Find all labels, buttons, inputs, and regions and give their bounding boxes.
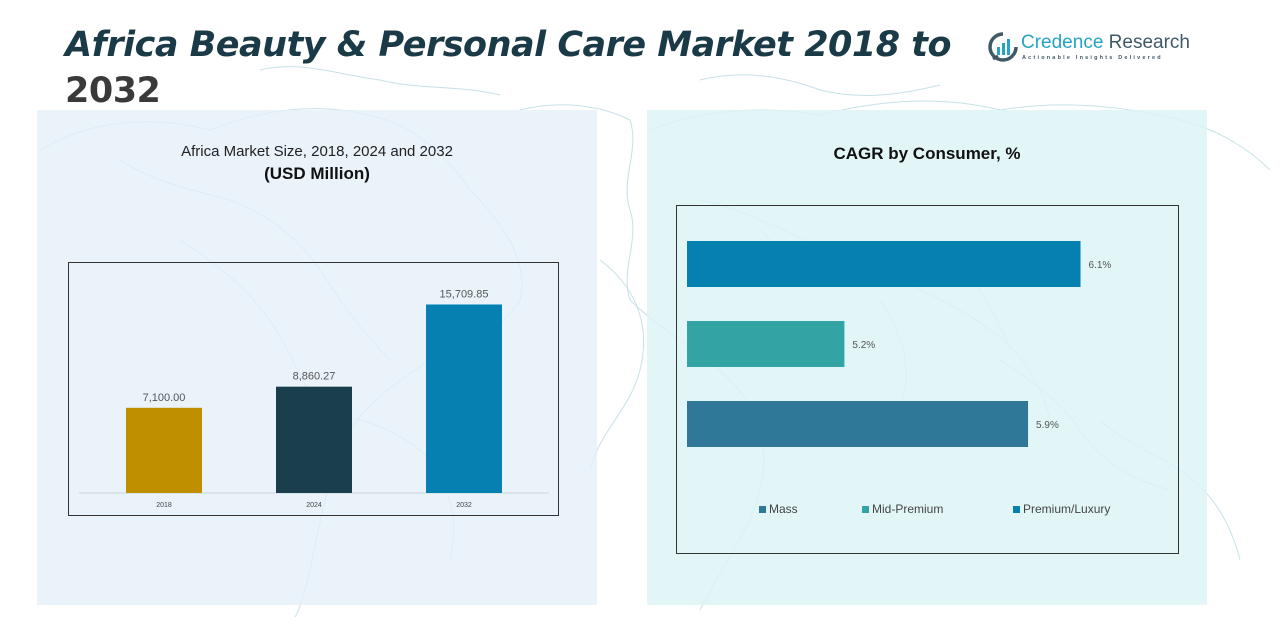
bar-chart-logo-icon	[988, 32, 1018, 62]
logo-name: Credence Research	[1021, 32, 1190, 54]
market-size-bar-chart: 7,100.00 2018 8,860.27 2024 15,709.85 2032	[79, 288, 549, 509]
bar-2024	[276, 386, 352, 493]
legend-label-premium-luxury: Premium/Luxury	[1023, 502, 1111, 516]
logo-name-research: Research	[1103, 32, 1190, 53]
data-label-premium-luxury: 6.1%	[1089, 260, 1112, 271]
data-label-mass: 5.9%	[1036, 420, 1059, 431]
market-size-chart-unit: (USD Million)	[264, 164, 370, 183]
credence-research-logo: Credence Research Actionable Insights De…	[988, 30, 1190, 66]
legend-swatch-premium-luxury	[1013, 505, 1020, 513]
logo-tagline: Actionable Insights Delivered	[1022, 55, 1163, 61]
data-label-mid-premium: 5.2%	[852, 340, 875, 351]
data-label-2024: 8,860.27	[293, 371, 336, 383]
bar-mass	[687, 401, 1029, 447]
cagr-chart-title: CAGR by Consumer, %	[833, 144, 1021, 163]
data-label-2032: 15,709.85	[440, 288, 489, 300]
market-size-chart-title: Africa Market Size, 2018, 2024 and 2032	[181, 143, 453, 160]
x-tick-2032: 2032	[456, 502, 472, 509]
legend-item-mid-premium: Mid-Premium	[862, 502, 943, 516]
legend-item-premium-luxury: Premium/Luxury	[1013, 502, 1110, 516]
bar-mid-premium	[687, 321, 845, 367]
x-tick-2018: 2018	[156, 502, 172, 509]
data-label-2018: 7,100.00	[143, 392, 186, 404]
page-title: Africa Beauty & Personal Care Market 201…	[65, 22, 965, 114]
market-size-panel	[37, 110, 597, 605]
bar-premium-luxury	[687, 241, 1081, 287]
market-size-chart-frame: 7,100.00 2018 8,860.27 2024 15,709.85 2032	[68, 262, 559, 516]
legend-label-mass: Mass	[769, 502, 798, 516]
page-title-year: 2032	[65, 71, 161, 111]
cagr-horizontal-bar-chart: 6.1% 5.2% 5.9%	[687, 241, 1112, 447]
logo-name-credence: Credence	[1021, 32, 1104, 53]
cagr-chart-frame: 6.1% 5.2% 5.9%	[676, 205, 1179, 554]
page-title-main: Africa Beauty & Personal Care Market 201…	[65, 25, 952, 65]
legend-item-mass: Mass	[759, 502, 798, 516]
bar-2032	[426, 304, 502, 493]
legend-swatch-mid-premium	[862, 505, 869, 513]
legend-label-mid-premium: Mid-Premium	[872, 502, 944, 516]
x-tick-2024: 2024	[306, 502, 322, 509]
bar-2018	[126, 407, 202, 493]
legend-swatch-mass	[759, 505, 766, 513]
cagr-legend: Mass Mid-Premium Premium/Luxury	[676, 502, 1179, 518]
